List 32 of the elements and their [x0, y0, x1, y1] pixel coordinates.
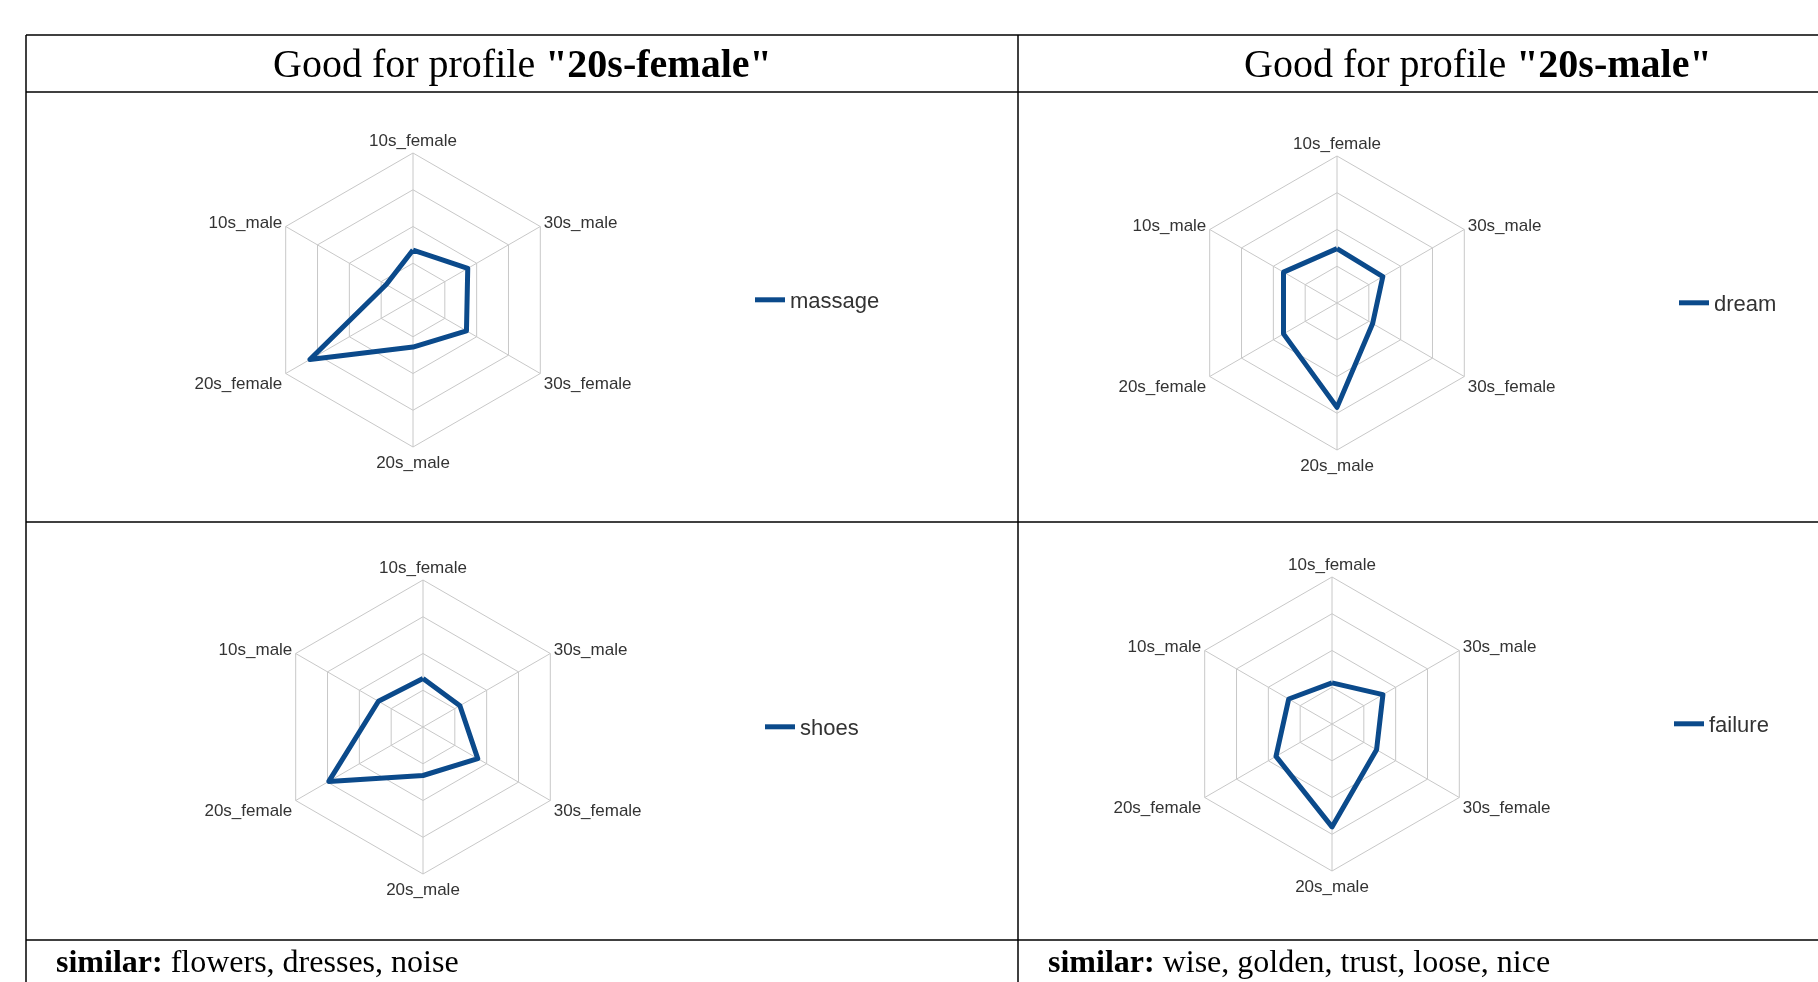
- spoke-label: 20s_male: [1295, 876, 1369, 896]
- legend-label: massage: [790, 288, 880, 314]
- legend-label: shoes: [800, 715, 859, 741]
- legend-label: dream: [1714, 291, 1777, 317]
- spoke-label: 10s_female: [1293, 133, 1381, 153]
- spoke-label: 30s_female: [1467, 377, 1556, 397]
- spoke-label: 30s_female: [553, 801, 642, 821]
- spoke-label: 10s_female: [379, 557, 467, 577]
- chart-title: Good for profile "20s-female": [273, 41, 772, 86]
- spoke-label: 20s_female: [194, 374, 283, 394]
- spoke-label: 10s_male: [218, 640, 293, 659]
- spoke-label: 30s_male: [543, 213, 618, 232]
- text: similar: wise, golden, trust, loose, nice: [1048, 943, 1551, 979]
- spoke-label: 30s_female: [543, 374, 632, 394]
- legend-label: failure: [1709, 712, 1769, 738]
- text: similar: flowers, dresses, noise: [56, 943, 459, 979]
- spoke-label: 10s_male: [208, 213, 283, 232]
- spoke-label: 30s_male: [1467, 216, 1542, 235]
- spoke-label: 20s_female: [204, 801, 293, 821]
- spoke-label: 20s_male: [376, 452, 450, 472]
- spoke-label: 10s_female: [369, 130, 457, 150]
- spoke-label: 30s_male: [1462, 637, 1537, 656]
- spoke-label: 20s_male: [386, 879, 460, 899]
- spoke-label: 30s_female: [1462, 798, 1551, 818]
- spoke-label: 20s_female: [1118, 377, 1207, 397]
- spoke-label: 20s_male: [1300, 455, 1374, 475]
- spoke-label: 20s_female: [1113, 798, 1202, 818]
- chart-title: Good for profile "20s-male": [1244, 41, 1712, 86]
- spoke-label: 10s_male: [1132, 216, 1207, 235]
- spoke-label: 10s_female: [1288, 554, 1376, 574]
- spoke-label: 30s_male: [553, 640, 628, 659]
- spoke-label: 10s_male: [1127, 637, 1202, 656]
